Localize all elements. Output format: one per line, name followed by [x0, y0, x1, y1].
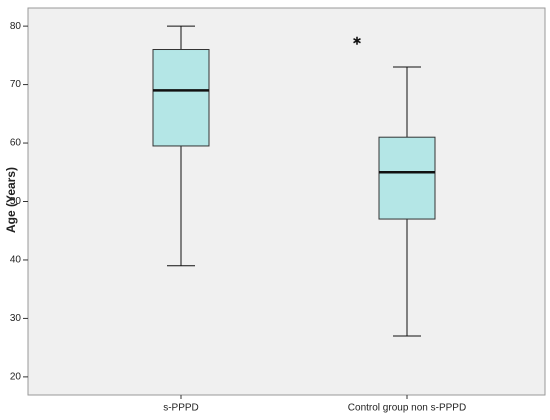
y-tick-label: 60 — [10, 138, 22, 149]
y-tick-label: 30 — [10, 313, 22, 324]
y-axis-label: Age (Years) — [4, 167, 18, 233]
box — [378, 136, 436, 220]
plot-area — [27, 7, 546, 396]
y-tick-label: 70 — [10, 79, 22, 90]
y-tick-label: 50 — [10, 196, 22, 207]
y-tick-label: 80 — [10, 21, 22, 32]
y-tick-label: 40 — [10, 255, 22, 266]
x-tick-label: Control group non s-PPPD — [348, 403, 466, 414]
outlier — [353, 36, 361, 45]
y-tick-label: 20 — [10, 372, 22, 383]
x-tick-label: s-PPPD — [163, 403, 199, 414]
outlier-stroke — [353, 38, 361, 44]
box — [152, 49, 210, 147]
